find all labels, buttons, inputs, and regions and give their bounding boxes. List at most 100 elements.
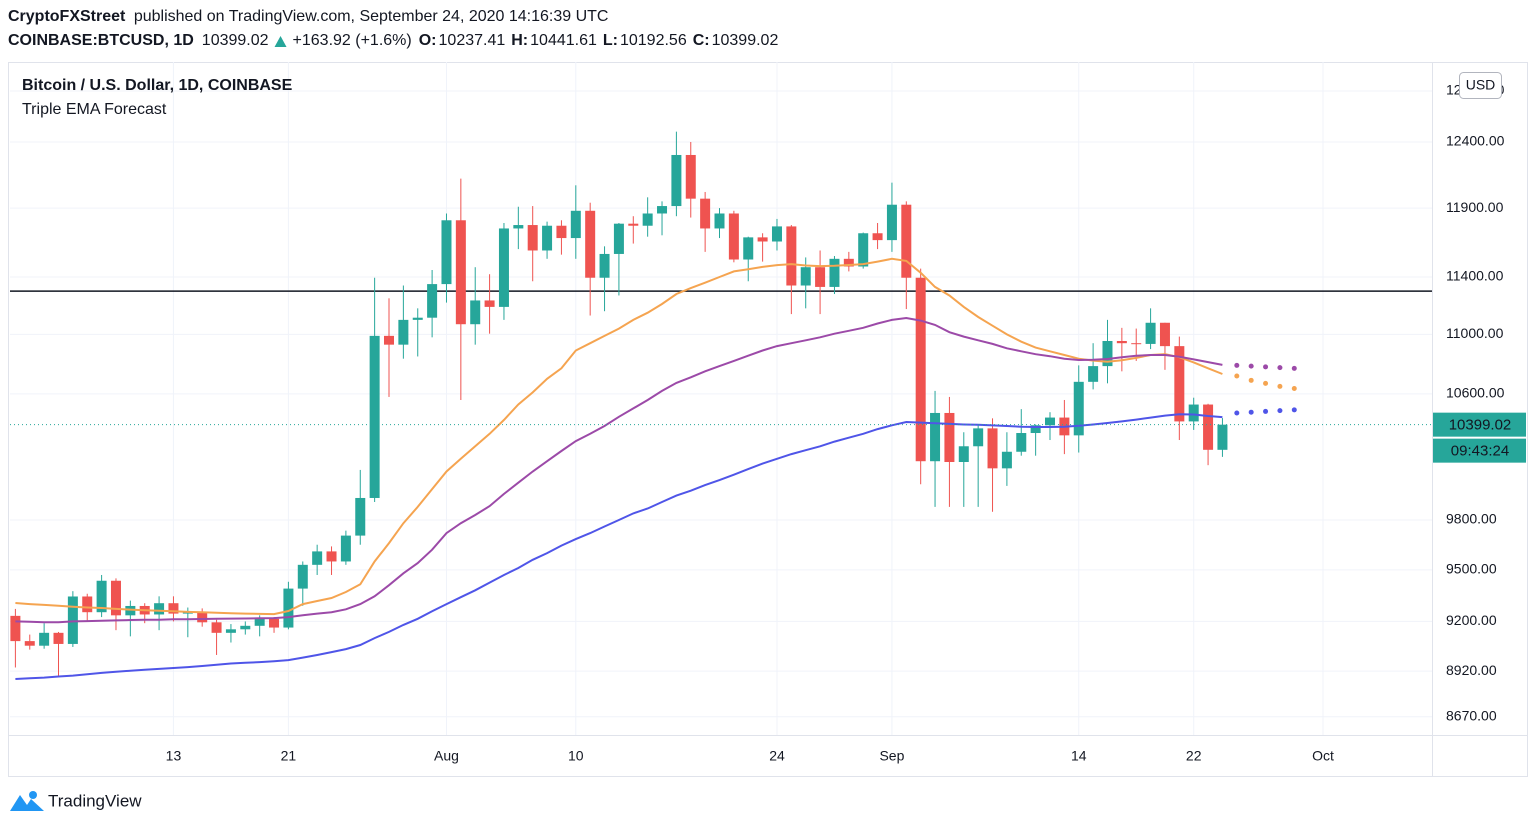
up-arrow bbox=[274, 36, 287, 47]
countdown-box bbox=[1433, 438, 1526, 463]
grid bbox=[10, 62, 1432, 735]
x-tick-label: 22 bbox=[1186, 748, 1202, 764]
y-tick-label: 9200.00 bbox=[1446, 612, 1497, 628]
y-tick-label: 8920.00 bbox=[1446, 662, 1497, 678]
candle-body bbox=[700, 198, 711, 229]
candle-body bbox=[1001, 451, 1012, 469]
x-tick-label: 10 bbox=[568, 748, 584, 764]
brand-name: TradingView bbox=[48, 791, 142, 810]
candle-body bbox=[800, 267, 811, 286]
axes: 12800.0012400.0011900.0011400.0011000.00… bbox=[166, 82, 1526, 764]
candle-body bbox=[556, 225, 567, 239]
forecast-dot bbox=[1277, 365, 1283, 371]
candle-body bbox=[1188, 404, 1199, 422]
ema-line bbox=[15, 257, 1223, 616]
candle-body bbox=[484, 300, 495, 307]
candle-body bbox=[197, 611, 208, 623]
candle-body bbox=[829, 258, 840, 287]
forecast-dot bbox=[1277, 383, 1283, 389]
candle-body bbox=[1088, 366, 1099, 382]
candle-body bbox=[398, 319, 409, 345]
candle-body bbox=[771, 226, 782, 242]
candle-body bbox=[786, 226, 797, 286]
candle-body bbox=[96, 580, 107, 613]
last-price-label: 10399.02 bbox=[1449, 417, 1512, 434]
candle-body bbox=[958, 446, 969, 463]
y-tick-label: 9800.00 bbox=[1446, 511, 1497, 527]
forecast-dot bbox=[1234, 373, 1240, 379]
candle-body bbox=[154, 603, 165, 615]
candle-body bbox=[1073, 381, 1084, 436]
countdown-label: 09:43:24 bbox=[1451, 443, 1509, 460]
candle-body bbox=[269, 618, 280, 628]
forecast-dot bbox=[1291, 385, 1297, 391]
last-price-box bbox=[1433, 412, 1526, 437]
candle-body bbox=[714, 213, 725, 229]
ohlc-value: 10399.02 bbox=[712, 32, 779, 49]
x-tick-label: Sep bbox=[879, 748, 904, 764]
candle-body bbox=[53, 632, 64, 644]
candle-body bbox=[67, 596, 78, 644]
chart-title: Bitcoin / U.S. Dollar, 1D, COINBASE bbox=[22, 77, 293, 94]
candle-body bbox=[1203, 404, 1214, 450]
candle-body bbox=[743, 237, 754, 260]
forecast-dot bbox=[1234, 362, 1240, 368]
candle-body bbox=[39, 632, 50, 646]
forecast-dot bbox=[1291, 407, 1297, 413]
y-tick-label: 10600.00 bbox=[1446, 385, 1505, 401]
candle-body bbox=[973, 428, 984, 447]
brand-logo bbox=[10, 791, 44, 811]
candle-body bbox=[886, 204, 897, 241]
candle-body bbox=[1045, 417, 1056, 426]
ohlc-label: O: bbox=[419, 32, 437, 49]
candle-body bbox=[211, 622, 222, 633]
candle-body bbox=[901, 204, 912, 278]
candle-body bbox=[168, 603, 179, 614]
publish-info: published on TradingView.com, September … bbox=[134, 8, 609, 25]
x-tick-label: Oct bbox=[1312, 748, 1334, 764]
logo-dot bbox=[29, 791, 37, 799]
candle-body bbox=[355, 497, 366, 536]
candle-body bbox=[297, 564, 308, 589]
candle-body bbox=[412, 317, 423, 320]
candle-body bbox=[599, 253, 610, 278]
candle-body bbox=[527, 225, 538, 251]
candle-body bbox=[110, 580, 121, 616]
ema-line bbox=[15, 413, 1223, 680]
x-tick-label: 14 bbox=[1071, 748, 1087, 764]
publish-line: CryptoFXStreet published on TradingView.… bbox=[8, 8, 608, 25]
forecast-dot bbox=[1277, 408, 1283, 414]
candle-body bbox=[858, 233, 869, 267]
candle-body bbox=[628, 223, 639, 226]
forecast-dot bbox=[1263, 380, 1269, 386]
author: CryptoFXStreet bbox=[8, 8, 126, 25]
y-tick-label: 11400.00 bbox=[1446, 268, 1504, 284]
candle-body bbox=[240, 625, 251, 630]
candle-body bbox=[254, 618, 265, 626]
x-tick-label: 24 bbox=[769, 748, 785, 764]
candle-body bbox=[1145, 322, 1156, 344]
candle-body bbox=[340, 535, 351, 562]
currency-badge[interactable] bbox=[1459, 72, 1502, 99]
candle-body bbox=[987, 428, 998, 469]
quote-line: COINBASE:BTCUSD, 1D 10399.02 +163.92 (+1.6… bbox=[8, 32, 778, 49]
candle-body bbox=[283, 588, 294, 628]
logo-shape bbox=[10, 795, 44, 811]
forecast-dot bbox=[1248, 363, 1254, 369]
y-tick-label: 9500.00 bbox=[1446, 561, 1497, 577]
y-tick-label: 12400.00 bbox=[1446, 133, 1505, 149]
candle-body bbox=[24, 641, 35, 646]
candle-body bbox=[455, 220, 466, 325]
forecast-dot bbox=[1291, 365, 1297, 371]
candle-body bbox=[944, 412, 955, 463]
candle-body bbox=[642, 213, 653, 226]
x-tick-label: 21 bbox=[281, 748, 297, 764]
ohlc-label: L: bbox=[603, 32, 618, 49]
candle-body bbox=[326, 551, 337, 562]
forecast-dot bbox=[1263, 364, 1269, 370]
forecast-dot bbox=[1234, 410, 1240, 416]
currency-label[interactable]: USD bbox=[1466, 77, 1496, 93]
candle-body bbox=[82, 596, 93, 613]
